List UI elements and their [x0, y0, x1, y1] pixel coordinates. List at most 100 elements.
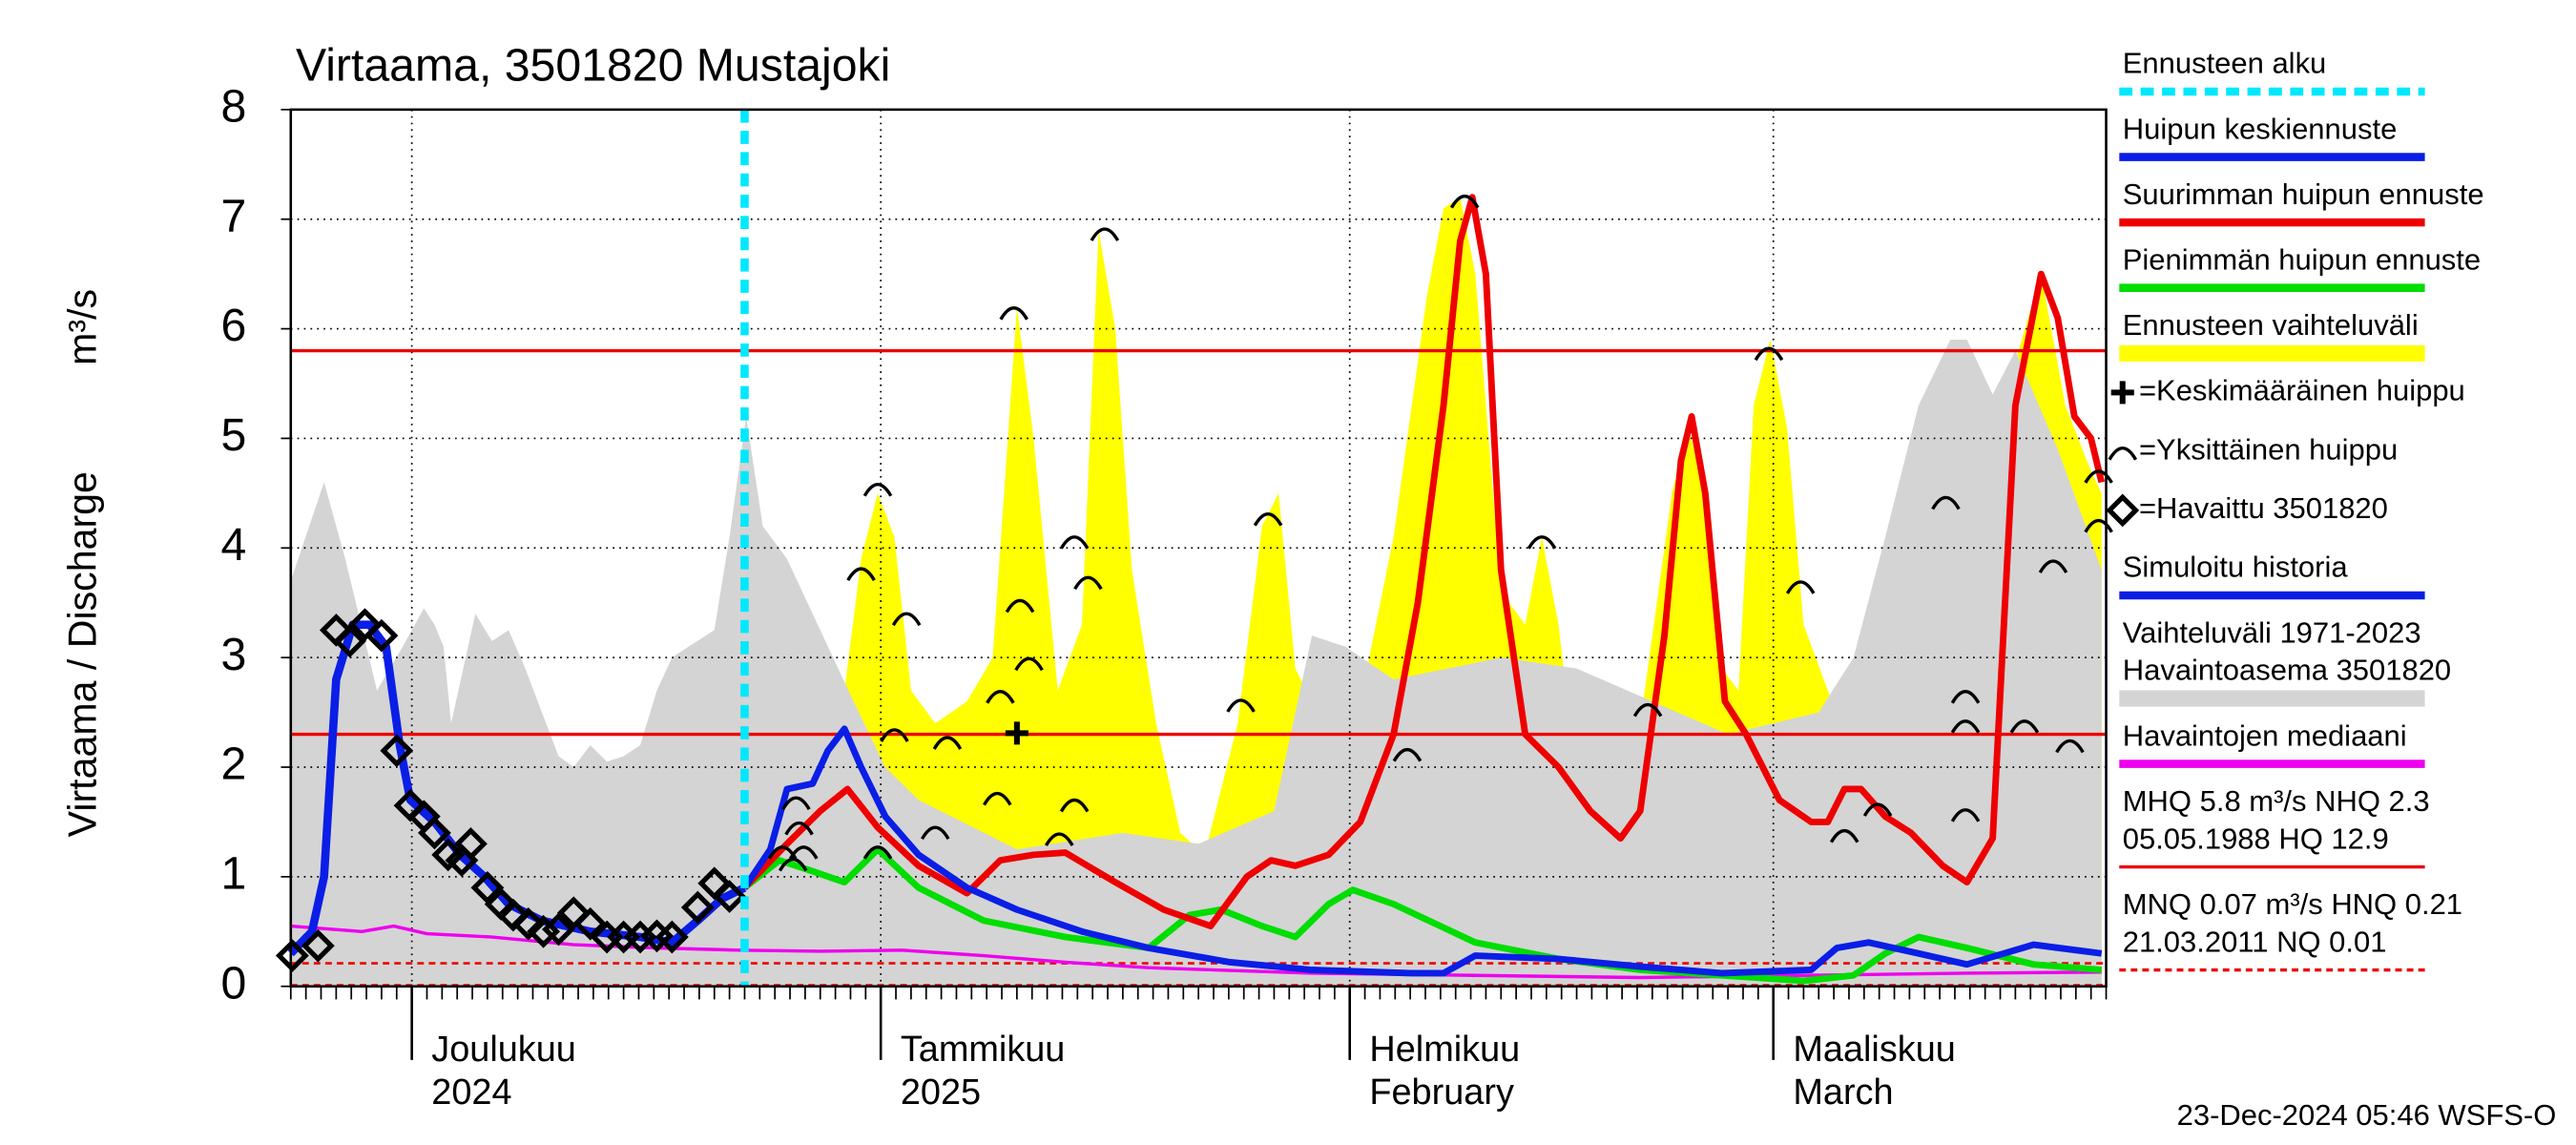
x-tick-label: Maaliskuu: [1793, 1030, 1955, 1070]
point: [333, 624, 367, 658]
y-axis-label: Virtaama / Discharge: [60, 471, 104, 837]
y-tick-label: 7: [220, 190, 246, 241]
line: [290, 924, 2102, 980]
point: [1005, 598, 1035, 614]
point: [891, 612, 922, 627]
legend-label: =Keskimääräinen huippu: [2139, 374, 2465, 407]
legend-label: Simuloitu historia: [2123, 551, 2349, 584]
y-tick-label: 8: [220, 81, 246, 133]
point: [1931, 495, 1961, 510]
point: [275, 939, 309, 972]
legend-marker: [2108, 447, 2138, 461]
point: [2055, 739, 2085, 754]
point: [1950, 719, 1981, 734]
point: [573, 906, 608, 941]
y-tick-label: 3: [220, 629, 246, 680]
point: [1527, 535, 1557, 550]
point: [1073, 575, 1103, 591]
point: [1226, 698, 1256, 713]
point: [680, 890, 715, 925]
y-tick-label: 4: [220, 519, 246, 571]
legend-label: Pienimmän huipun ennuste: [2123, 243, 2481, 277]
point: [496, 898, 530, 932]
point: [862, 845, 893, 860]
legend-label: Havaintoasema 3501820: [2123, 654, 2451, 687]
plot-frame: [289, 108, 2108, 988]
point: [862, 483, 893, 497]
line: [741, 194, 2106, 929]
point: [527, 914, 561, 948]
point: [1632, 702, 1663, 718]
x-tick-label: Helmikuu: [1369, 1030, 1520, 1070]
point: [713, 880, 747, 913]
legend-label: =Yksittäinen huippu: [2139, 432, 2398, 466]
point: [986, 690, 1015, 704]
legend-marker: [2110, 381, 2134, 405]
legend-label: Havaintojen mediaani: [2123, 718, 2407, 752]
footer: 23-Dec-2024 05:46 WSFS-O: [2177, 1098, 2557, 1132]
point: [920, 825, 950, 841]
legend-label: Ennusteen vaihteluväli: [2123, 308, 2419, 342]
y-tick-label: 0: [220, 957, 246, 1009]
legend-label: 05.05.1988 HQ 12.9: [2123, 822, 2389, 855]
point: [654, 920, 689, 954]
y-axis-unit: m³/s: [60, 289, 104, 365]
x-tick-label: 2025: [901, 1072, 981, 1113]
y-tick-label: 6: [220, 300, 246, 351]
point: [2038, 559, 2068, 573]
point: [511, 906, 546, 941]
chart-title: Virtaama, 3501820 Mustajoki: [296, 40, 890, 92]
legend-label: Huipun keskiennuste: [2123, 112, 2398, 145]
line: [742, 845, 2103, 985]
point: [348, 608, 382, 642]
point: [1754, 346, 1784, 362]
point: [1950, 808, 1981, 822]
point: [556, 896, 591, 930]
point: [1392, 747, 1423, 762]
point: [781, 796, 811, 811]
y-tick-label: 5: [220, 409, 246, 461]
point: [380, 734, 414, 768]
line: [741, 725, 2103, 977]
legend-label: MHQ 5.8 m³/s NHQ 2.3: [2123, 784, 2430, 818]
point: [542, 912, 575, 947]
point: [1785, 580, 1816, 594]
point: [1005, 721, 1028, 745]
point: [1045, 832, 1074, 846]
point: [1862, 802, 1893, 817]
point: [1449, 194, 1480, 209]
point: [1059, 798, 1090, 813]
x-tick-label: Joulukuu: [431, 1030, 576, 1070]
legend-label: 21.03.2011 NQ 0.01: [2123, 925, 2387, 958]
point: [470, 870, 505, 905]
point: [2009, 719, 2040, 734]
point: [846, 567, 876, 582]
legend-label: MNQ 0.07 m³/s HNQ 0.21: [2123, 887, 2462, 921]
legend-label: Ennusteen alku: [2123, 47, 2327, 80]
point: [982, 791, 1012, 806]
point: [2084, 469, 2113, 484]
point: [880, 728, 909, 742]
x-tick-label: 2024: [431, 1072, 511, 1113]
x-tick-label: March: [1793, 1072, 1893, 1113]
legend-label: Vaihteluväli 1971-2023: [2123, 615, 2421, 649]
x-tick-label: February: [1369, 1072, 1514, 1113]
point: [932, 736, 963, 750]
area: [290, 340, 2102, 987]
point: [1014, 656, 1044, 672]
y-tick-label: 2: [220, 739, 246, 790]
point: [1090, 227, 1120, 241]
point: [301, 928, 335, 963]
point: [364, 618, 399, 653]
point: [1950, 690, 1981, 704]
point: [417, 816, 451, 850]
legend-label: =Havaittu 3501820: [2139, 491, 2388, 525]
x-tick-label: Tammikuu: [901, 1030, 1066, 1070]
legend-marker: [2106, 493, 2140, 528]
y-tick-label: 1: [220, 848, 246, 900]
point: [1829, 828, 1859, 843]
point: [454, 827, 488, 861]
point: [1059, 535, 1090, 550]
